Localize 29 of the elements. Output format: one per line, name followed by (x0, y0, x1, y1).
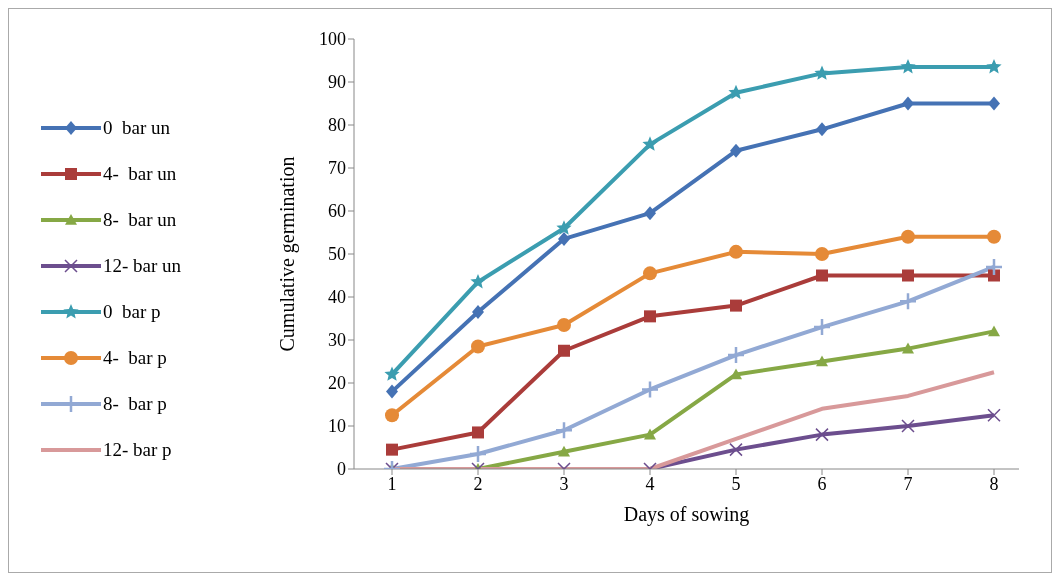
legend-label: 8- bar p (103, 393, 167, 415)
legend-label: 8- bar un (103, 209, 177, 231)
x-tick-label: 7 (903, 473, 913, 494)
legend-label: 4- bar un (103, 163, 177, 185)
y-tick-label: 60 (328, 201, 346, 222)
x-axis-title: Days of sowing (623, 503, 750, 526)
x-tick-label: 2 (473, 473, 483, 494)
y-tick-label: 50 (328, 244, 346, 265)
y-tick-label: 70 (328, 158, 346, 179)
y-tick-label: 90 (328, 72, 346, 93)
legend-label: 4- bar p (103, 347, 167, 369)
y-axis-title: Cumulative germination (276, 156, 300, 352)
x-tick-label: 3 (559, 473, 569, 494)
y-tick-label: 100 (319, 29, 346, 50)
y-tick-label: 0 (337, 459, 346, 480)
legend-label: 12- bar un (103, 255, 182, 277)
legend-label: 12- bar p (103, 439, 172, 461)
y-tick-label: 40 (328, 287, 346, 308)
x-tick-label: 8 (989, 473, 999, 494)
y-tick-label: 80 (328, 115, 346, 136)
y-tick-label: 30 (328, 330, 346, 351)
y-tick-label: 10 (328, 416, 346, 437)
legend-label: 0 bar p (103, 301, 161, 323)
x-tick-label: 5 (731, 473, 741, 494)
y-tick-label: 20 (328, 373, 346, 394)
legend-label: 0 bar un (103, 117, 171, 139)
x-tick-label: 4 (645, 473, 655, 494)
x-tick-label: 6 (817, 473, 827, 494)
x-tick-label: 1 (387, 473, 397, 494)
